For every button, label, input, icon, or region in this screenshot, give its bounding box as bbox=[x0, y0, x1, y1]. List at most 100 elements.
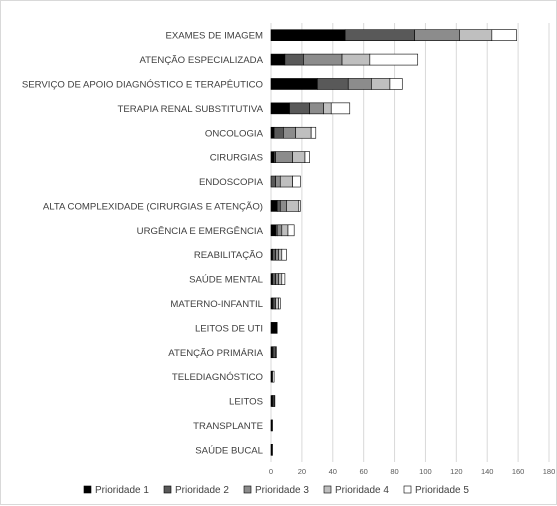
bar-segment bbox=[459, 29, 493, 41]
category-labels: EXAMES DE IMAGEM ATENÇÃO ESPECIALIZADA SER… bbox=[22, 31, 264, 457]
bar-segment bbox=[275, 248, 280, 261]
bars bbox=[270, 29, 517, 456]
bar-segment bbox=[270, 224, 276, 237]
bar-segment bbox=[292, 175, 301, 188]
legend: Prioridade 1 Prioridade 2 Prioridade 3 Prio… bbox=[83, 485, 469, 496]
category-label: CIRURGIAS bbox=[210, 153, 263, 164]
gridlines bbox=[270, 23, 550, 462]
x-tick-label: 60 bbox=[359, 467, 367, 476]
bar-segment bbox=[286, 200, 300, 212]
x-tick-label: 140 bbox=[481, 467, 494, 476]
category-label: ATENÇÃO ESPECIALIZADA bbox=[139, 55, 263, 66]
bar-segment bbox=[270, 29, 346, 41]
category-label: EXAMES DE IMAGEM bbox=[165, 31, 263, 42]
bar-segment bbox=[310, 126, 317, 139]
bar-segment bbox=[279, 175, 293, 188]
legend-label: Prioridade 2 bbox=[175, 485, 229, 496]
bar-segment bbox=[283, 126, 297, 139]
bar-segment bbox=[272, 273, 276, 285]
category-label: TRANSPLANTE bbox=[193, 421, 263, 432]
bar-segment bbox=[317, 78, 349, 90]
category-label: ENDOSCOPIA bbox=[199, 177, 264, 188]
category-label: ONCOLOGIA bbox=[205, 128, 264, 139]
bar-segment bbox=[272, 248, 276, 261]
bar-segment bbox=[270, 175, 276, 188]
bar-segment bbox=[344, 29, 415, 41]
category-label: LEITOS bbox=[229, 397, 263, 408]
x-tick-label: 120 bbox=[450, 467, 463, 476]
x-tick-label: 160 bbox=[512, 467, 525, 476]
bar-segment bbox=[276, 224, 283, 237]
legend-swatch bbox=[243, 485, 252, 494]
bar-segment bbox=[278, 273, 283, 285]
bar-segment bbox=[292, 151, 306, 163]
bar-segment bbox=[275, 297, 280, 310]
bar-segment bbox=[278, 248, 283, 261]
bar-segment bbox=[273, 395, 276, 407]
bar-segment bbox=[270, 151, 275, 163]
category-label: REABILITAÇÃO bbox=[194, 250, 263, 261]
bar-segment bbox=[271, 444, 273, 456]
bar-segment bbox=[295, 126, 312, 139]
bar-segment bbox=[270, 102, 290, 115]
bar-segment bbox=[491, 29, 517, 41]
bar-segment bbox=[281, 248, 287, 261]
legend-label: Prioridade 3 bbox=[255, 485, 309, 496]
bar-segment bbox=[323, 102, 332, 115]
category-label: ATENÇÃO PRIMÁRIA bbox=[168, 348, 263, 359]
bar-segment bbox=[275, 273, 280, 285]
bar-segment bbox=[275, 151, 293, 163]
bar-segment bbox=[272, 370, 275, 383]
bar-segment bbox=[284, 53, 304, 66]
legend-swatch bbox=[83, 485, 92, 494]
bar-segment bbox=[275, 346, 277, 359]
bar-segment bbox=[389, 78, 403, 90]
legend-label: Prioridade 1 bbox=[95, 485, 149, 496]
bar-segment bbox=[270, 322, 278, 334]
category-label: URGÊNCIA E EMERGÊNCIA bbox=[137, 226, 264, 237]
legend-label: Prioridade 5 bbox=[415, 485, 469, 496]
bar-segment bbox=[281, 224, 289, 237]
bar-segment bbox=[278, 297, 281, 310]
bar-segment bbox=[273, 126, 284, 139]
legend-swatch bbox=[323, 485, 332, 494]
bar-segment bbox=[279, 200, 287, 212]
bar-segment bbox=[341, 53, 371, 66]
category-label: TELEDIAGNÓSTICO bbox=[172, 372, 263, 383]
bar-segment bbox=[298, 200, 301, 212]
bar-segment bbox=[276, 200, 281, 212]
legend-swatch bbox=[163, 485, 172, 494]
bar-segment bbox=[270, 78, 318, 90]
category-label: MATERNO-INFANTIL bbox=[170, 299, 263, 310]
x-tick-label: 0 bbox=[269, 467, 273, 476]
legend-swatch bbox=[403, 485, 412, 494]
bar-segment bbox=[270, 53, 286, 66]
category-label: SAÚDE BUCAL bbox=[195, 445, 263, 456]
bar-segment bbox=[289, 102, 310, 115]
legend-label: Prioridade 4 bbox=[335, 485, 389, 496]
x-tick-label: 40 bbox=[329, 467, 337, 476]
x-tick-label: 80 bbox=[390, 467, 398, 476]
bar-segment bbox=[371, 78, 391, 90]
bar-segment bbox=[271, 419, 273, 432]
category-label: SERVIÇO DE APOIO DIAGNÓSTICO E TERAPÊUTI… bbox=[22, 79, 263, 90]
category-label: SAÚDE MENTAL bbox=[189, 275, 264, 286]
bar-segment bbox=[303, 53, 343, 66]
category-label: LEITOS DE UTI bbox=[195, 323, 263, 334]
bar-segment bbox=[330, 102, 351, 115]
category-label: TERAPIA RENAL SUBSTITUTIVA bbox=[117, 104, 263, 115]
category-label: ALTA COMPLEXIDADE (CIRURGIAS E ATENÇÃO) bbox=[43, 201, 263, 212]
bar-segment bbox=[347, 78, 372, 90]
bar-segment bbox=[369, 53, 419, 66]
bar-segment bbox=[287, 224, 295, 237]
x-tick-label: 180 bbox=[543, 467, 556, 476]
bar-segment bbox=[304, 151, 310, 163]
x-tick-label: 20 bbox=[298, 467, 306, 476]
x-axis-ticks: 0 20 40 60 80 100 120 140 160 180 bbox=[269, 467, 555, 476]
x-tick-label: 100 bbox=[419, 467, 432, 476]
bar-segment bbox=[281, 273, 286, 285]
bar-segment bbox=[270, 200, 278, 212]
bar-segment bbox=[270, 126, 275, 139]
